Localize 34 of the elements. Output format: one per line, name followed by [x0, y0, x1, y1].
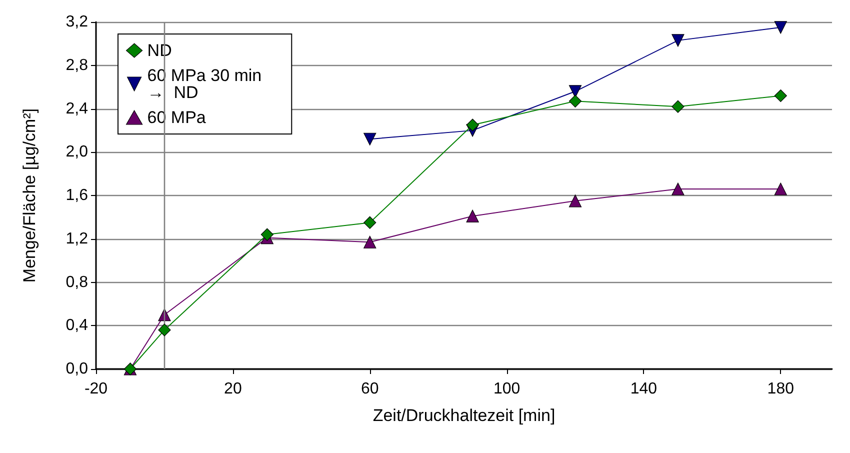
point — [364, 216, 376, 229]
point — [568, 194, 582, 208]
y-tick-label: 2,8 — [66, 56, 88, 74]
y-axis-title: Menge/Fläche [µg/cm²] — [20, 108, 39, 283]
point — [364, 236, 376, 248]
y-tick-label: 0,8 — [66, 274, 88, 291]
point — [774, 89, 787, 102]
x-tick-label: -20 — [84, 380, 108, 398]
point — [158, 324, 171, 336]
x-tick-label: 20 — [224, 380, 242, 398]
legend-label: ND — [147, 41, 172, 60]
point — [466, 118, 479, 132]
point — [774, 182, 787, 196]
y-tick-label: 1,2 — [66, 230, 88, 248]
point — [672, 34, 684, 47]
point — [466, 210, 479, 222]
point — [672, 182, 684, 196]
y-tick-label: 2,4 — [66, 100, 88, 118]
x-tick-label: 100 — [493, 380, 520, 398]
point — [774, 21, 787, 34]
point — [364, 132, 376, 146]
x-axis-title: Zeit/Druckhaltezeit [min] — [372, 406, 556, 425]
point — [672, 100, 684, 113]
y-tick-label: 1,6 — [66, 187, 88, 204]
y-tick-label: 0,4 — [66, 317, 88, 334]
y-tick-label: 3,2 — [66, 14, 88, 30]
point — [260, 228, 274, 241]
x-tick-label: 140 — [630, 380, 658, 398]
x-tick-label: 60 — [360, 380, 379, 398]
point — [568, 94, 582, 108]
point — [568, 85, 582, 98]
y-tick-label: 0,0 — [66, 360, 88, 378]
x-tick-label: 180 — [767, 380, 794, 398]
y-tick-label: 2,0 — [66, 144, 88, 161]
